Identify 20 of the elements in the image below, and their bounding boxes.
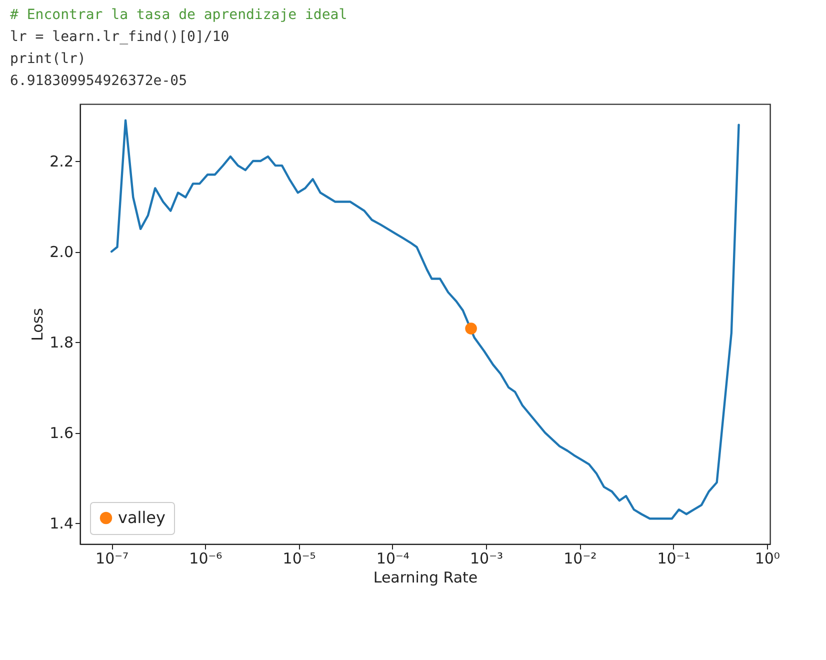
y-tick-label: 2.0 (50, 243, 74, 262)
y-axis-title: Loss (28, 308, 47, 341)
y-tick-label: 1.6 (50, 424, 74, 442)
legend-label: valley (118, 508, 166, 527)
x-tick-label: 10⁻⁷ (96, 550, 129, 568)
x-tick-label: 10⁻⁶ (189, 550, 222, 568)
x-tick-label: 10⁰ (754, 550, 780, 568)
text: lr = learn.lr_find()[0]/10 (10, 29, 230, 45)
y-tick-label: 1.4 (50, 514, 74, 533)
y-tick-label: 1.8 (50, 334, 74, 352)
y-tick-label: 2.2 (50, 152, 74, 171)
x-tick-label: 10⁻⁴ (376, 550, 410, 568)
x-axis-title: Learning Rate (373, 568, 478, 586)
x-tick-label: 10⁻¹ (657, 550, 690, 568)
text: 6.918309954926372e-05 (10, 73, 188, 89)
text: # Encontrar la tasa de aprendizaje ideal (10, 7, 348, 23)
x-tick-label: 10⁻² (564, 550, 597, 568)
text: print(lr) (10, 51, 86, 67)
x-tick-label: 10⁻⁵ (282, 550, 316, 568)
x-tick-label: 10⁻³ (470, 550, 504, 568)
